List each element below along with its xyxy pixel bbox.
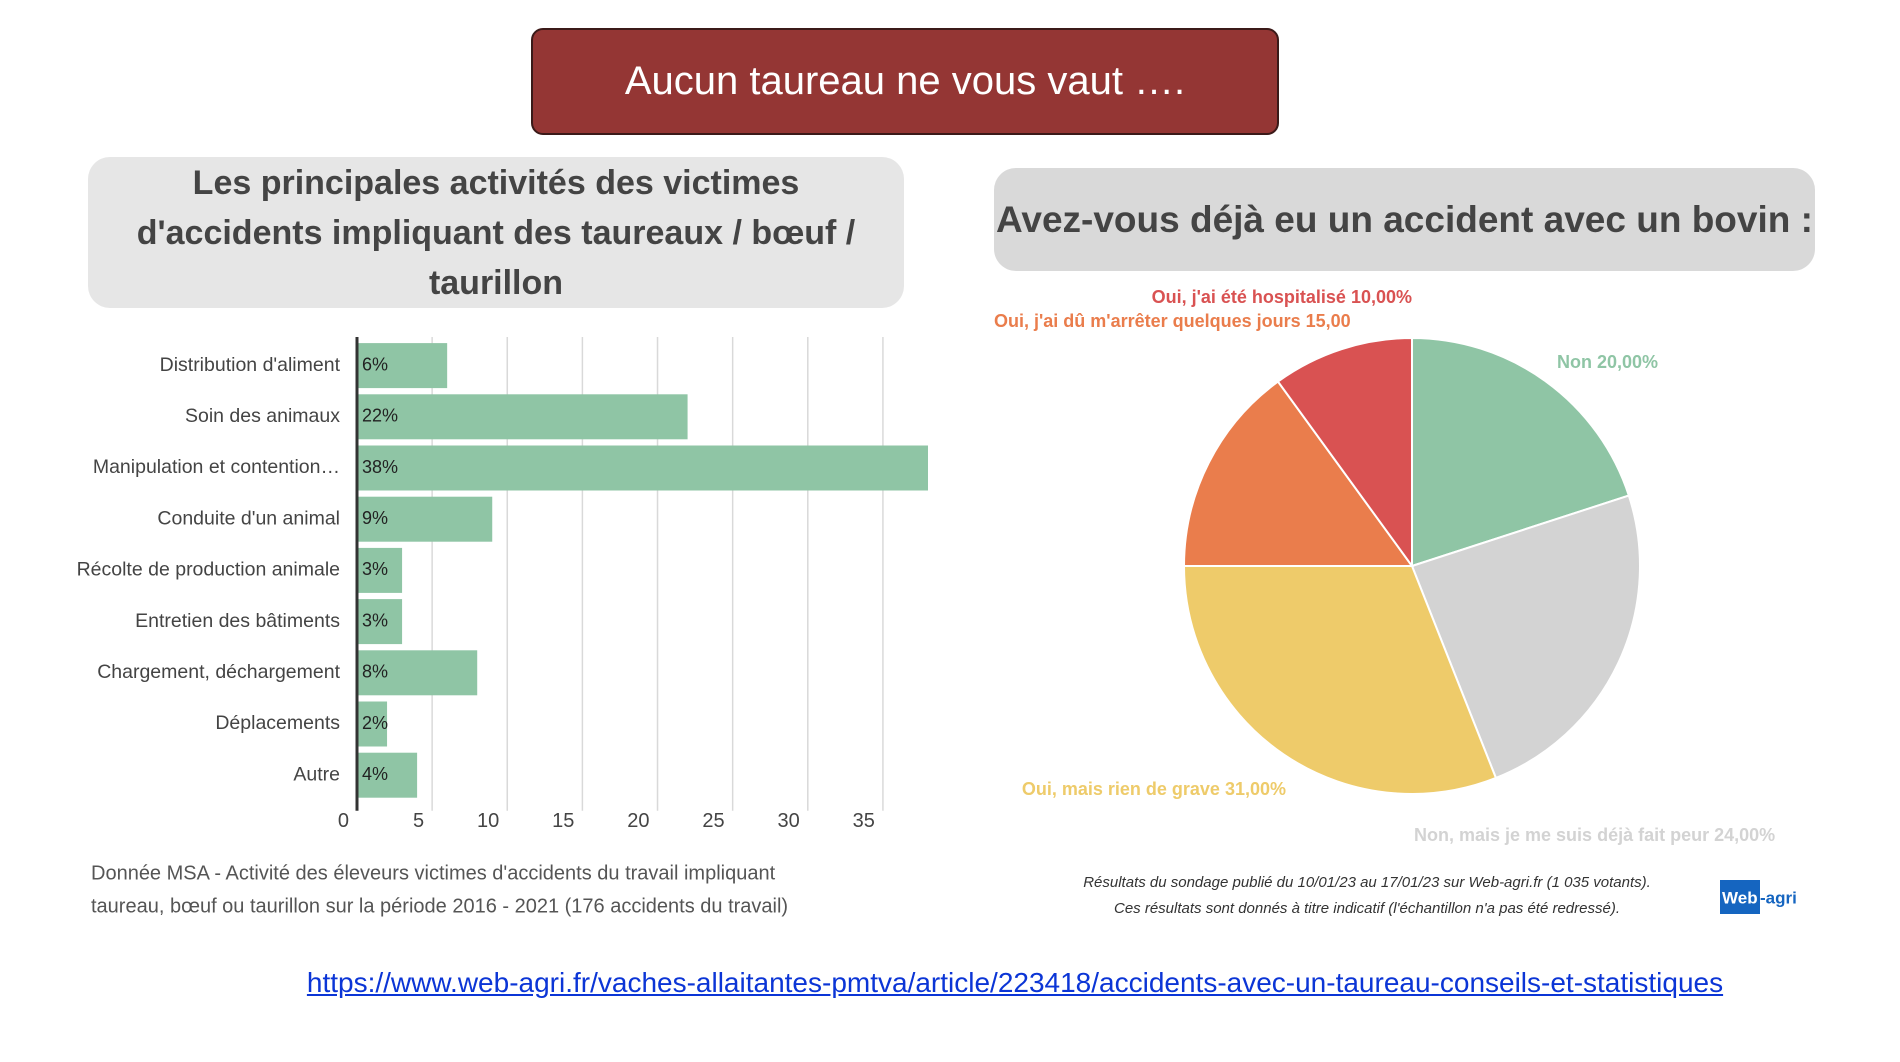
bar [357,650,478,696]
data-label: 22% [362,406,398,426]
data-label: Oui, mais rien de grave 31,00% [1022,779,1286,799]
y-tick-label: Conduite d'un animal [157,507,340,529]
data-label: Oui, j'ai été hospitalisé 10,00% [1152,287,1412,307]
x-tick-label: 20 [627,810,649,832]
bar [357,496,493,542]
x-tick-label: 5 [413,810,424,832]
chart-title: Les principales activités des victimes d… [88,157,904,308]
data-label: 4% [362,764,388,784]
y-tick-label: Entretien des bâtiments [135,610,340,632]
data-label: 38% [362,457,398,477]
y-tick-label: Chargement, déchargement [97,661,340,683]
bar [357,547,403,593]
pie-slice [1182,565,1498,795]
data-label: 9% [362,508,388,528]
chart-title: Avez-vous déjà eu un accident avec un bo… [994,168,1815,271]
x-tick-label: 15 [552,810,574,832]
source-note: taureau, bœuf ou taurillon sur la périod… [91,895,788,917]
y-tick-label: Distribution d'aliment [160,354,341,376]
y-tick-label: Récolte de production animale [77,559,340,581]
bar [357,394,688,440]
logo-box [1720,880,1760,914]
source-link[interactable]: https://www.web-agri.fr/vaches-allaitant… [306,967,1724,998]
pie-slice [1411,336,1631,568]
y-tick-label: Déplacements [215,712,340,734]
logo-text: -agri [1760,888,1797,907]
data-label: Non, mais je me suis déjà fait peur 24,0… [1414,825,1775,845]
y-tick-label: Soin des animaux [185,405,340,427]
bar [357,599,403,645]
pie-slice [1276,336,1413,570]
bar [357,752,418,798]
pie-slice [1182,380,1414,567]
x-tick-label: 0 [338,810,349,832]
data-label: 3% [362,559,388,579]
data-label: 6% [362,354,388,374]
bar [357,343,448,389]
bar [357,701,388,747]
y-tick-label: Manipulation et contention… [93,456,340,478]
x-tick-label: 30 [778,810,800,832]
bar [357,445,928,491]
y-tick-label: Autre [293,763,340,785]
slide-title: Aucun taureau ne vous vaut …. [531,28,1279,135]
x-tick-label: 10 [477,810,499,832]
data-label: Non 20,00% [1557,352,1658,372]
source-note: Ces résultats sont donnés à titre indica… [1114,900,1620,917]
data-label: Oui, j'ai dû m'arrêter quelques jours 15… [994,311,1351,331]
x-tick-label: 25 [702,810,724,832]
logo-text: Web [1722,888,1758,907]
x-tick-label: 35 [853,810,875,832]
data-label: 2% [362,713,388,733]
data-label: 3% [362,610,388,630]
data-label: 8% [362,662,388,682]
source-note: Résultats du sondage publié du 10/01/23 … [1083,874,1651,891]
source-note: Donnée MSA - Activité des éleveurs victi… [91,862,776,884]
